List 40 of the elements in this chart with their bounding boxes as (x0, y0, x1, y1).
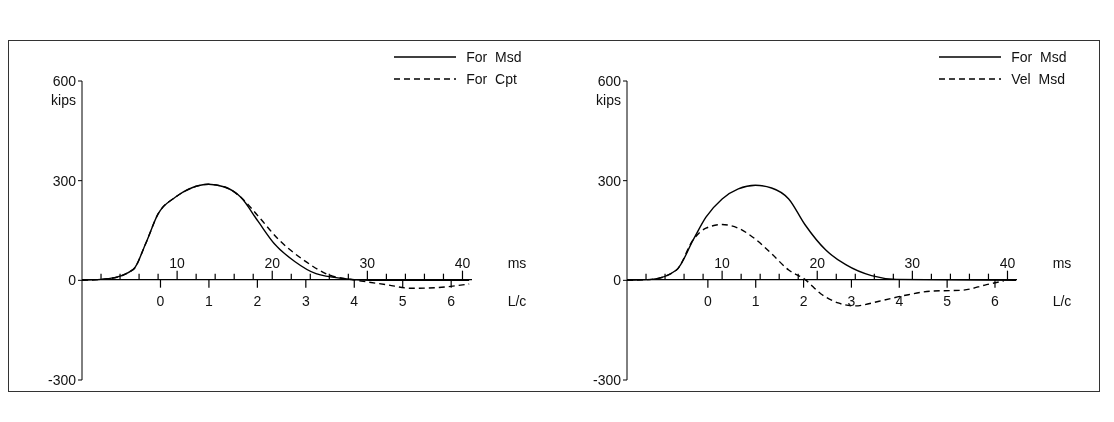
y-tick-label: 0 (612, 272, 621, 289)
x2-tick-label: 0 (703, 292, 712, 309)
x2-tick-label: 0 (156, 292, 165, 309)
y-tick-label: 300 (52, 172, 76, 189)
x2-tick-label: 4 (349, 292, 358, 309)
y-tick-label: 600 (52, 72, 76, 89)
legend-label: Vel Msd (1011, 71, 1065, 87)
legend-label: For Msd (466, 49, 522, 65)
x-tick-label: 30 (904, 254, 920, 271)
y-tick-label: -300 (47, 371, 76, 388)
x2-tick-label: 6 (446, 292, 455, 309)
x-tick-label: 10 (713, 254, 730, 271)
x2-tick-label: 3 (847, 292, 856, 309)
y-axis-title: kips (50, 92, 76, 108)
x2-tick-label: 2 (799, 292, 808, 309)
x2-tick-label: 1 (751, 292, 760, 309)
x2-tick-label: 3 (301, 292, 310, 309)
y-tick-label: 300 (597, 172, 621, 189)
x-tick-label: 40 (999, 254, 1015, 271)
x2-axis-title: L/c (507, 292, 526, 309)
x2-tick-label: 2 (252, 292, 261, 309)
x-tick-label: 30 (359, 254, 375, 271)
x2-tick-label: 4 (894, 292, 903, 309)
legend-label: For Cpt (466, 71, 517, 87)
x-axis-title: ms (1052, 254, 1071, 271)
y-tick-label: 600 (597, 72, 621, 89)
x2-axis-title: L/c (1052, 292, 1071, 309)
x-tick-label: 40 (454, 254, 470, 271)
legend-label: For Msd (1011, 49, 1067, 65)
x2-tick-label: 5 (398, 292, 407, 309)
x2-tick-label: 1 (204, 292, 213, 309)
x-axis-title: ms (507, 254, 526, 271)
x-tick-label: 20 (808, 254, 825, 271)
x-tick-label: 10 (168, 254, 185, 271)
y-axis-title: kips (595, 92, 621, 108)
x-tick-label: 20 (263, 254, 280, 271)
y-tick-label: 0 (67, 272, 76, 289)
y-tick-label: -300 (592, 371, 621, 388)
x2-tick-label: 6 (990, 292, 999, 309)
x2-tick-label: 5 (942, 292, 951, 309)
